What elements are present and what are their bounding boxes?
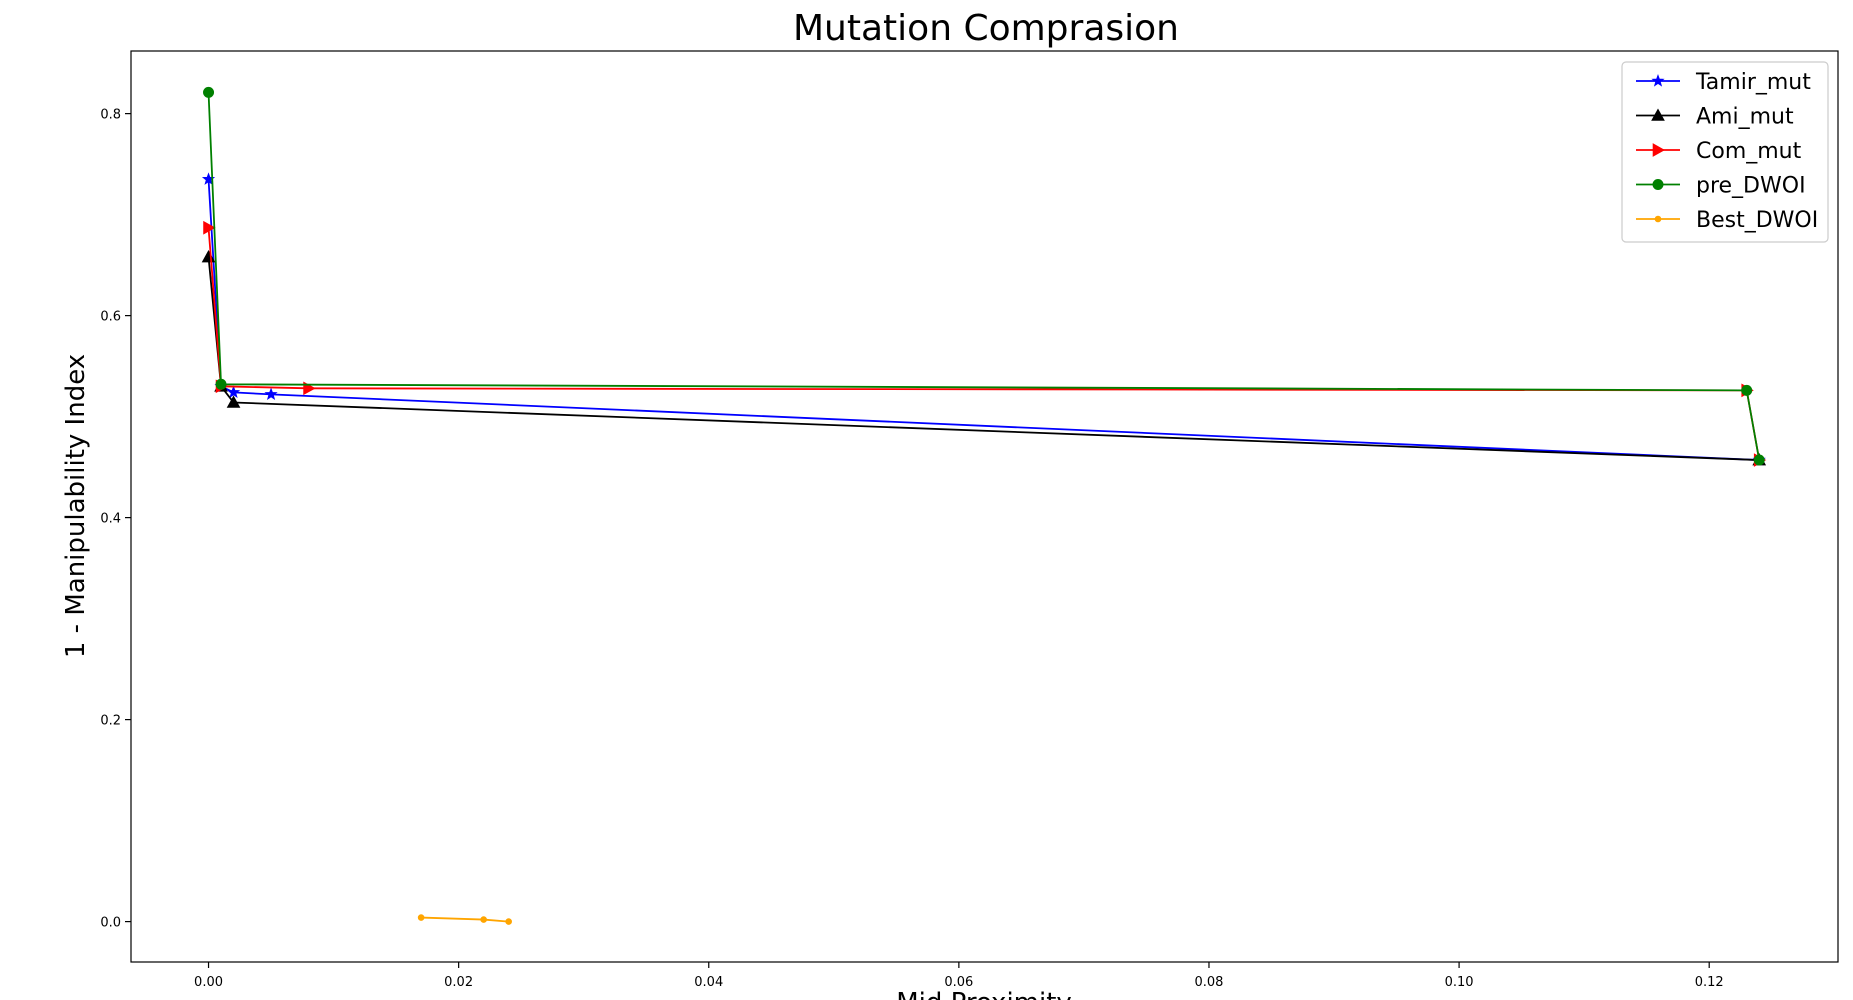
data-point-pre-dwoi [1741, 384, 1753, 396]
y-tick-label: 0.8 [100, 108, 121, 123]
legend-marker [1651, 108, 1665, 121]
y-tick-label: 0.6 [100, 310, 121, 325]
x-axis-ticks: 0.00 0.02 0.04 0.06 0.08 0.10 0.12 [194, 962, 1724, 990]
legend-item-best-dwoi: Best_DWOI [1636, 208, 1818, 233]
data-point-tamir-mut [226, 385, 241, 398]
legend-label: pre_DWOI [1696, 174, 1806, 199]
data-point-pre-dwoi [203, 86, 215, 98]
data-point-tamir-mut [264, 387, 278, 401]
data-point-pre-dwoi [1753, 454, 1765, 466]
legend-label: Com_mut [1696, 139, 1802, 164]
y-axis-ticks: 0.0 0.2 0.4 0.6 0.8 [100, 108, 131, 931]
series-line-pre-dwoi [207, 92, 1761, 461]
legend-item-com-mut: Com_mut [1636, 139, 1802, 164]
legend-marker [1652, 179, 1664, 190]
x-tick-label: 0.02 [444, 975, 473, 990]
y-tick-label: 0.2 [100, 714, 121, 729]
plot-area [130, 50, 1839, 963]
chart-title: Mutation Comprasion [793, 8, 1179, 49]
data-point-best-dwoi [505, 918, 512, 925]
legend-item-pre-dwoi: pre_DWOI [1636, 174, 1806, 199]
legend-marker [1654, 215, 1662, 223]
y-axis-label: 1 - Manipulability Index [61, 354, 91, 658]
x-tick-label: 0.10 [1445, 975, 1474, 990]
legend-marker [1651, 74, 1665, 87]
series-best-dwoi [417, 914, 512, 925]
x-tick-label: 0.08 [1194, 975, 1223, 990]
legend-label: Best_DWOI [1696, 208, 1818, 233]
data-point-ami-mut [226, 395, 241, 408]
legend-label: Ami_mut [1696, 105, 1794, 130]
data-point-best-dwoi [480, 916, 487, 923]
legend-label: Tamir_mut [1695, 70, 1811, 95]
legend-box [1621, 61, 1829, 243]
series-line-ami-mut [207, 256, 1760, 461]
legend: Tamir_mut Ami_mut Com_mut pre_DWOI Best_DWOI [1621, 61, 1829, 243]
series-pre-dwoi [203, 86, 1765, 466]
x-tick-label: 0.06 [944, 975, 973, 990]
data-point-com-mut [203, 220, 216, 235]
y-tick-label: 0.0 [100, 916, 121, 931]
x-tick-label: 0.04 [694, 975, 723, 990]
data-point-best-dwoi [417, 914, 425, 921]
legend-marker [1652, 143, 1666, 157]
series-layer [201, 86, 1767, 925]
x-tick-label: 0.00 [194, 975, 223, 990]
x-tick-label: 0.12 [1695, 975, 1724, 990]
x-axis-label: Mid Proximity [896, 988, 1072, 1000]
y-tick-label: 0.4 [100, 512, 121, 527]
legend-item-ami-mut: Ami_mut [1636, 105, 1794, 130]
legend-item-tamir-mut: Tamir_mut [1636, 70, 1811, 95]
data-point-pre-dwoi [215, 378, 227, 390]
